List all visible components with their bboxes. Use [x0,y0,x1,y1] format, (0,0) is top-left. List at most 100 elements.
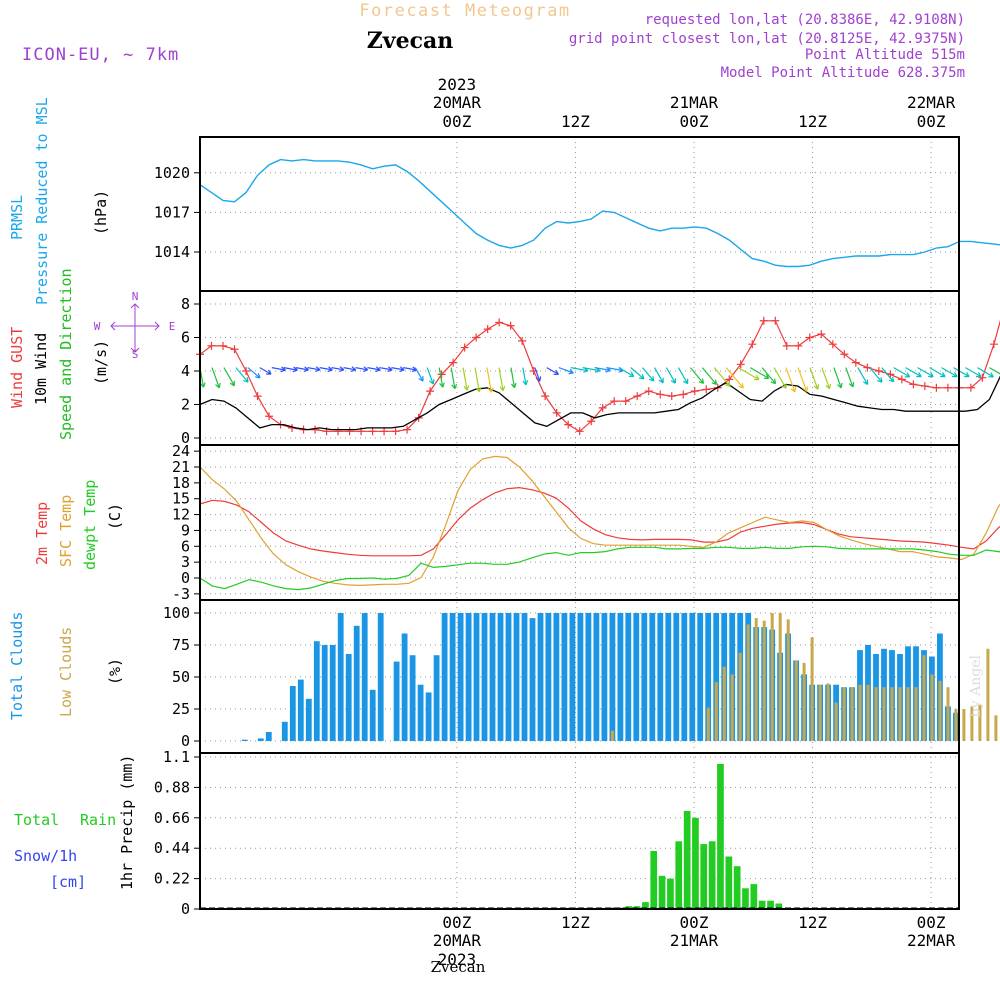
low-cloud-bar [610,730,614,741]
low-cloud-bar [834,702,838,741]
wind-direction-arrow [905,367,922,378]
gust-point [748,340,757,349]
low-cloud-bar [946,687,950,741]
wind-direction-arrow [331,366,345,372]
footer-location: Zvecan [431,958,486,976]
wind-direction-arrow [223,367,235,387]
total-cloud-bar [329,645,336,741]
bottom-time-label: 22MAR [907,931,956,950]
total-cloud-bar [361,613,368,741]
wind-direction-arrow [343,366,357,372]
rain-bar [750,884,758,909]
wind-direction-arrow [953,367,970,378]
gust-point [989,340,998,349]
rain-bar [708,841,716,909]
wind-direction-arrow [689,367,705,384]
low-cloud-bar [986,648,990,741]
gust-point [564,420,573,429]
wind-direction-arrow [295,366,309,373]
gust-point [575,427,584,436]
wind-direction-arrow [917,367,934,378]
total-cloud-bar [305,698,312,741]
low-cloud-bar [866,684,870,741]
total-cloud-bar [665,613,672,741]
watermark: by Angel [968,655,984,718]
total-cloud-bar [449,613,456,741]
y-tick-label: 6 [181,537,190,555]
bottom-time-label: 00Z [442,913,471,932]
y-tick-label: 8 [181,295,190,313]
gust-point [840,350,849,359]
gust-point [771,316,780,325]
gust-point [851,358,860,367]
wind-direction-arrow [941,367,958,378]
bottom-time-label: 12Z [561,913,590,932]
wind-direction-arrow [618,367,635,377]
wind-direction-arrow [977,367,994,378]
low-cloud-bar [706,707,710,741]
wind-direction-arrow [642,367,655,382]
requested-coords: requested lon,lat (20.8386E, 42.9108N) [645,12,965,28]
wind-direction-arrow [773,367,787,389]
low-cloud-bar [994,715,998,741]
wind-direction-arrow [426,367,435,385]
gust-point [483,325,492,334]
low-cloud-bar [906,687,910,741]
wind-direction-arrow [462,367,470,391]
wind-direction-arrow [785,367,797,393]
rain-bar [683,810,691,909]
gust-point [656,390,665,399]
low-cloud-bar [858,684,862,741]
y-tick-label: 0.66 [154,809,190,827]
wind-label-1: Wind GUST [8,327,26,408]
total-cloud-bar [257,738,264,741]
total-cloud-bar [673,613,680,741]
wind-direction-arrow [355,366,369,372]
wind-direction-arrow [379,366,393,373]
low-cloud-bar [962,709,966,741]
wind-direction-arrow [534,367,542,382]
top-time-label: 12Z [561,112,590,131]
total-cloud-bar [585,613,592,741]
total-cloud-bar [337,613,344,741]
wind-direction-arrow [450,367,458,390]
gust-series [199,319,1000,433]
top-time-label: 21MAR [670,93,719,112]
y-tick-label: 1017 [154,203,190,221]
rain-bar [758,900,766,909]
wind-direction-arrow [259,367,272,375]
wind-direction-arrow [498,367,506,392]
rain-bar [658,875,666,909]
total-cloud-bar [489,613,496,741]
y-tick-label: 24 [172,442,190,460]
precip-label-snow: Snow/1h [14,847,77,865]
total-cloud-bar [609,613,616,741]
total-cloud-bar [577,613,584,741]
wind-direction-arrow [546,367,560,375]
y-tick-label: 15 [172,490,190,508]
rain-bar [650,851,658,909]
rain-bar [675,841,683,909]
low-cloud-bar [810,637,814,741]
gust-point [230,345,239,354]
gust-point [805,333,814,342]
total-cloud-bar [353,625,360,741]
pressure-series [199,158,1000,268]
low-cloud-bar [874,687,878,741]
low-cloud-bar [770,613,774,741]
y-tick-label: 0 [181,569,190,587]
wind-direction-arrow [845,367,855,388]
gust-point [759,316,768,325]
precip-unit: 1hr Precip (mm) [118,755,136,890]
total-cloud-bar [441,613,448,741]
precip-label-cm: [cm] [50,873,86,891]
wind-direction-arrow [701,367,718,386]
pressure-label-1: PRMSL [8,195,26,240]
dewpt-series [199,545,1000,591]
rain-bar [700,844,708,909]
y-tick-label: 25 [172,700,190,718]
rain-bar [767,900,774,909]
gust-point [541,392,550,401]
gust-point [334,427,343,436]
clouds-label-2: Low Clouds [57,627,75,717]
